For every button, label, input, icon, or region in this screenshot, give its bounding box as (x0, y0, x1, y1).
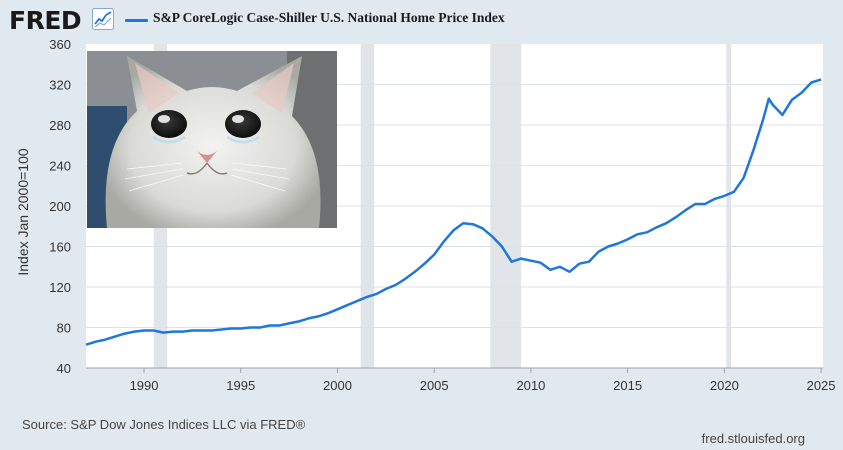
x-tick-label-2005: 2005 (420, 378, 449, 393)
y-tick-label-360: 360 (49, 37, 71, 52)
x-tick-label-2025: 2025 (807, 378, 836, 393)
y-tick-label-120: 120 (49, 280, 71, 295)
y-tick-label-320: 320 (49, 78, 71, 93)
y-tick-label-40: 40 (57, 361, 71, 376)
y-tick-label-200: 200 (49, 199, 71, 214)
x-tick-label-2000: 2000 (323, 378, 352, 393)
series-line-0 (85, 78, 822, 346)
crying-cat-photo (87, 51, 337, 228)
fred-logo[interactable]: FRED (9, 6, 82, 35)
trend-chart-icon (92, 8, 114, 30)
x-tick-label-1995: 1995 (226, 378, 255, 393)
source-note: Source: S&P Dow Jones Indices LLC via FR… (22, 417, 306, 432)
y-tick-label-80: 80 (57, 321, 71, 336)
legend-label: S&P CoreLogic Case-Shiller U.S. National… (153, 10, 505, 25)
x-tick-label-1990: 1990 (130, 378, 159, 393)
y-tick-label-240: 240 (49, 159, 71, 174)
x-tick-label-2015: 2015 (613, 378, 642, 393)
legend-swatch (125, 19, 148, 22)
x-tick-label-2010: 2010 (516, 378, 545, 393)
x-tick-label-2020: 2020 (710, 378, 739, 393)
y-tick-label-280: 280 (49, 118, 71, 133)
site-url[interactable]: fred.stlouisfed.org (701, 431, 805, 446)
y-tick-label-160: 160 (49, 240, 71, 255)
